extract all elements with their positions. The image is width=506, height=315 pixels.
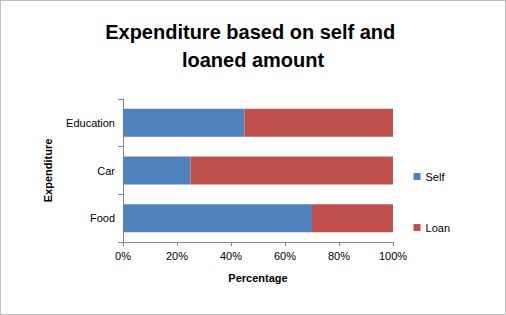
svg-text:loaned amount: loaned amount [182, 49, 325, 71]
svg-text:Self: Self [426, 171, 446, 183]
svg-text:60%: 60% [274, 250, 296, 262]
svg-text:100%: 100% [379, 250, 407, 262]
svg-text:Car: Car [97, 165, 115, 177]
svg-text:Expenditure: Expenditure [42, 139, 54, 203]
svg-text:Percentage: Percentage [228, 272, 287, 284]
svg-text:Loan: Loan [426, 222, 450, 234]
svg-text:Education: Education [66, 117, 115, 129]
svg-text:0%: 0% [115, 250, 131, 262]
svg-text:Expenditure based on self and: Expenditure based on self and [105, 21, 401, 43]
svg-text:Food: Food [90, 212, 115, 224]
svg-text:20%: 20% [166, 250, 188, 262]
svg-text:40%: 40% [220, 250, 242, 262]
svg-text:80%: 80% [328, 250, 350, 262]
